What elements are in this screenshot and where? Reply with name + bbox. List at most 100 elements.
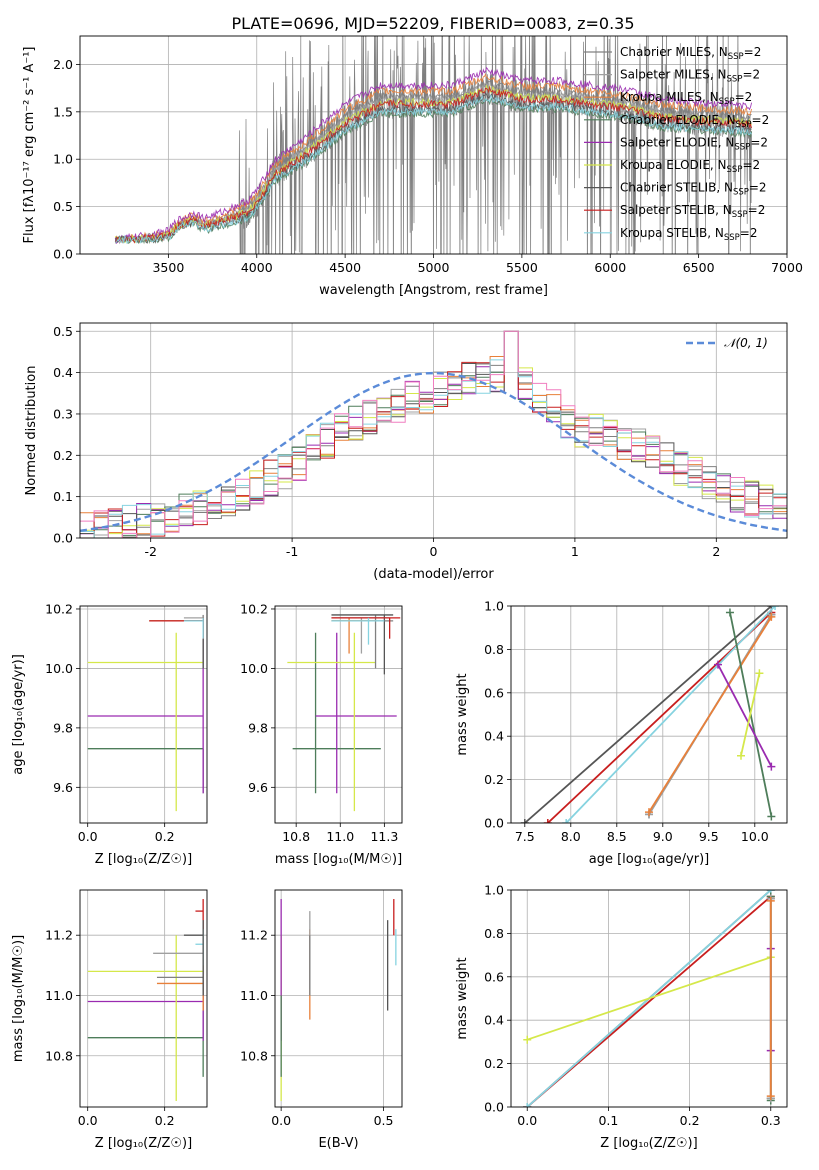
mass-weight-line	[717, 664, 773, 768]
mass-weight-marker	[645, 808, 653, 817]
x-tick-label: 6000	[594, 260, 626, 275]
age-vs-mass-panel: 10.8 11.0 11.3 9.6 9.8 10.0 10.2 mass [log₁₀(M/…	[240, 601, 403, 867]
mass-weight-marker	[767, 812, 776, 821]
legend-entry: Kroupa STELIB, NSSP=2	[620, 226, 758, 243]
y-tick-label: 10.2	[240, 601, 268, 616]
y-tick-label: 0.0	[53, 531, 73, 546]
legend-label: Salpeter ELODIE, N	[620, 135, 734, 149]
x-tick-label: 11.0	[326, 829, 354, 844]
x-tick-label: 10.8	[282, 829, 310, 844]
y-axis-label: mass [log₁₀(M/M☉)]	[11, 935, 26, 1062]
x-tick-label: -1	[286, 544, 298, 559]
model-spectrum-line	[115, 93, 752, 245]
y-tick-label: 2.0	[53, 57, 73, 72]
x-axis-label: (data-model)/error	[373, 567, 494, 582]
mass-weight-marker	[767, 762, 776, 771]
legend-value: =2	[749, 181, 767, 195]
y-tick-label: 1.5	[53, 104, 73, 119]
legend-subscript: SSP	[732, 210, 748, 220]
y-tick-label: 11.0	[240, 988, 268, 1003]
x-tick-label: 0	[430, 544, 438, 559]
weight-vs-Z-panel: 0.0 0.1 0.2 0.3 0.0 0.2 0.4 0.6 0.8 1.0 Z [log₁₀(Z…	[455, 883, 788, 1151]
x-tick-label: 5000	[418, 260, 450, 275]
mass-weight-marker	[755, 669, 764, 678]
model-spectrum-line	[114, 85, 752, 244]
legend-label: Salpeter MILES, N	[620, 68, 727, 82]
errorbar-point	[331, 617, 401, 639]
mass-weight-marker	[714, 660, 722, 669]
errorbar-point	[156, 959, 204, 1011]
legend-entry: Chabrier ELODIE, NSSP=2	[620, 113, 769, 130]
mass-weight-marker	[523, 1103, 532, 1107]
residuals-panel: -2 -1 0 1 2 0.0 0.1 0.2 0.3 0.4 0.5 (data-model)/er…	[24, 322, 788, 582]
axes-frame	[274, 889, 403, 1108]
mass-weight-line	[740, 673, 761, 756]
x-tick-label: -2	[144, 544, 156, 559]
x-tick-label: 0.0	[78, 829, 98, 844]
x-axis-label: Z [log₁₀(Z/Z☉)]	[95, 852, 192, 867]
legend-subscript: SSP	[727, 165, 743, 175]
y-tick-label: 0.4	[53, 365, 73, 380]
model-spectrum-line	[114, 73, 753, 243]
legend-entry: Salpeter MILES, NSSP=2	[620, 68, 760, 85]
legend-value: =2	[744, 45, 762, 59]
x-tick-label: 7.5	[515, 829, 535, 844]
mass-weight-line	[526, 956, 772, 1041]
figure-title: PLATE=0696, MJD=52209, FIBERID=0083, z=0…	[231, 14, 634, 33]
legend-value: =2	[742, 158, 760, 172]
legend-entry: Salpeter ELODIE, NSSP=2	[620, 135, 768, 152]
errorbar-point	[183, 617, 204, 669]
legend-subscript: SSP	[728, 52, 744, 62]
x-tick-label: 2	[712, 544, 720, 559]
y-tick-label: 0.4	[484, 729, 504, 744]
model-spectrum-line	[114, 66, 753, 245]
y-tick-label: 0.3	[53, 406, 73, 421]
mass-weight-marker	[725, 608, 734, 617]
y-tick-label: 0.2	[484, 772, 504, 787]
y-tick-label: 0.2	[484, 1056, 504, 1071]
y-tick-label: 9.8	[248, 720, 268, 735]
x-tick-label: 9.0	[653, 829, 673, 844]
mass-weight-marker	[562, 819, 571, 823]
legend-label: Chabrier ELODIE, N	[620, 113, 736, 127]
x-tick-label: 6500	[683, 260, 715, 275]
x-tick-label: 8.5	[607, 829, 627, 844]
y-tick-label: 0.8	[484, 642, 504, 657]
x-tick-label: 0.2	[155, 829, 175, 844]
x-tick-label: 0.0	[271, 1113, 291, 1128]
errorbar-point	[87, 965, 204, 1041]
x-tick-label: 0.2	[680, 1113, 700, 1128]
legend-value: =2	[740, 226, 758, 240]
legend-subscript: SSP	[734, 142, 750, 152]
y-axis-label: age [log₁₀(age/yr)]	[11, 654, 26, 775]
model-spectrum-line	[114, 92, 752, 244]
y-tick-label: 9.6	[53, 780, 73, 795]
residuals-legend: 𝒩(0, 1)	[686, 336, 768, 350]
y-tick-label: 1.0	[484, 883, 504, 898]
y-tick-label: 0.0	[484, 1100, 504, 1115]
errorbar-point	[87, 995, 204, 1077]
weight-vs-age-panel: 7.5 8.0 8.5 9.0 9.5 10.0 0.0 0.2 0.4 0.6 0.8 1.0 age…	[455, 599, 788, 867]
x-tick-label: 7000	[771, 260, 803, 275]
axes-frame	[79, 35, 788, 255]
x-axis-label: age [log₁₀(age/yr)]	[589, 852, 710, 867]
residual-histogram	[80, 330, 787, 538]
errorbar-plot-area	[87, 899, 204, 1101]
y-tick-label: 10.0	[45, 661, 73, 676]
legend-value: =2	[748, 203, 766, 217]
legend-entry: Salpeter STELIB, NSSP=2	[620, 203, 765, 220]
errorbar-point	[287, 632, 376, 812]
errorbar-point	[331, 614, 394, 675]
y-tick-label: 1.0	[53, 152, 73, 167]
errorbar-point	[315, 632, 397, 794]
mass-weight-marker	[520, 819, 529, 823]
y-tick-label: 11.2	[240, 928, 268, 943]
y-tick-label: 11.0	[45, 988, 73, 1003]
x-tick-label: 10.0	[741, 829, 769, 844]
y-tick-label: 10.8	[240, 1048, 268, 1063]
legend-label: Kroupa STELIB, N	[620, 226, 724, 240]
y-axis-label: Normed distribution	[24, 366, 39, 496]
y-tick-label: 0.0	[484, 816, 504, 831]
errorbar-point	[87, 935, 204, 1101]
legend-subscript: SSP	[724, 233, 740, 243]
